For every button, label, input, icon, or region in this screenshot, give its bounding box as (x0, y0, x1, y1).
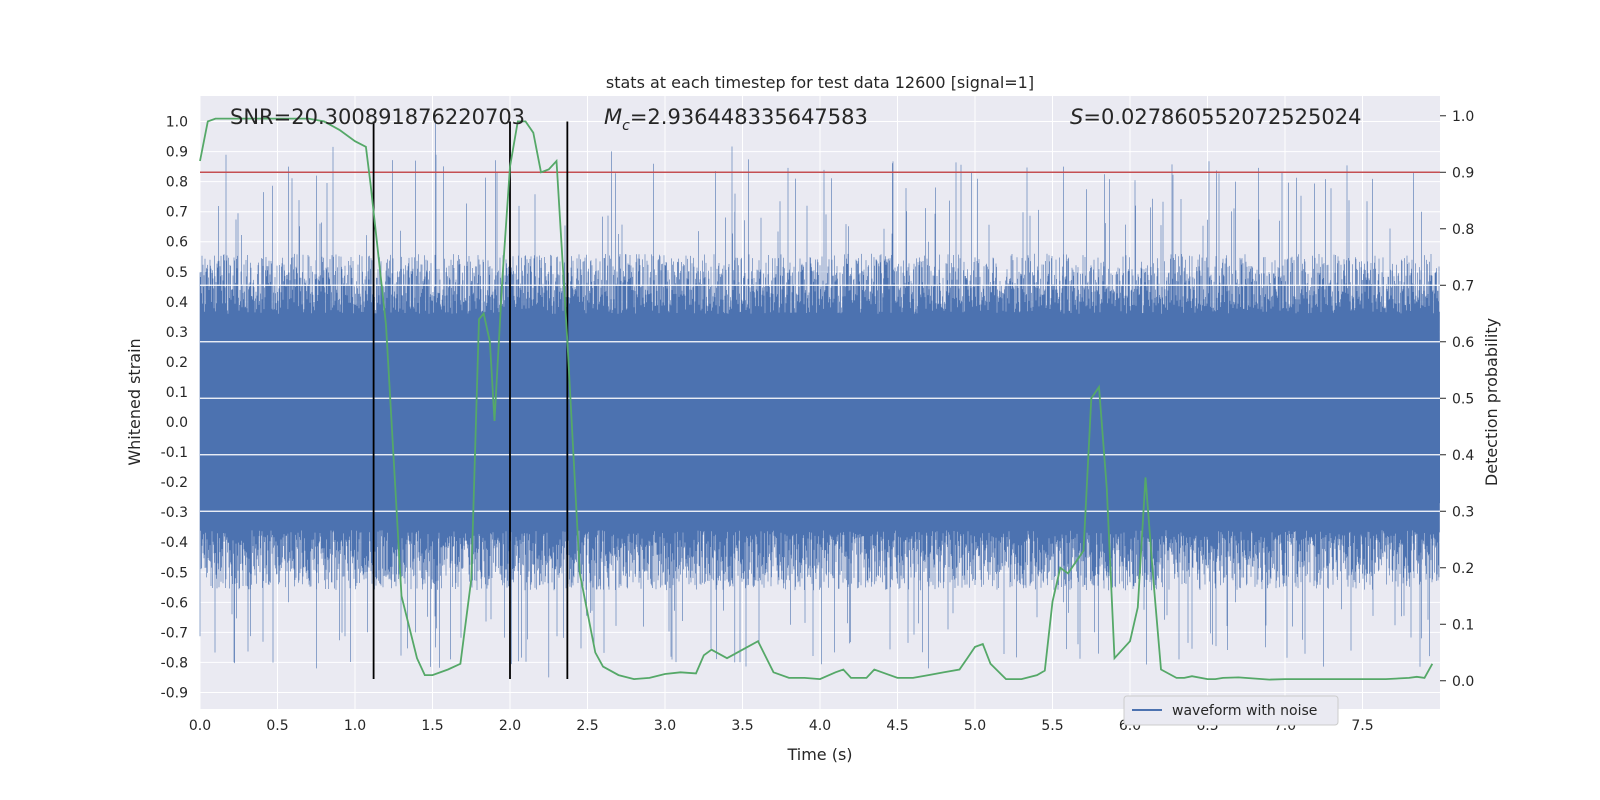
x-ticks: 0.0 0.5 1.0 1.5 2.0 2.5 3.0 3.5 4.0 4.5 5.0 5.5 6.0 6… (189, 718, 1374, 734)
x-tick-label: 3.5 (731, 718, 753, 734)
y-right-tick-label: 0.9 (1452, 165, 1474, 181)
y-left-tick-label: -0.7 (161, 625, 188, 641)
y-left-tick-label: 0.3 (166, 325, 188, 341)
y-right-tick-label: 0.8 (1452, 222, 1474, 238)
y-left-tick-label: 0.2 (166, 355, 188, 371)
chirp-mass-symbol: M (604, 105, 622, 129)
y-left-tick-label: 0.8 (166, 175, 188, 191)
legend-box (1123, 695, 1339, 726)
y-left-tick-label: -0.6 (161, 595, 188, 611)
chirp-mass-annotation: Mc=2.936448335647583 (604, 105, 868, 134)
y-left-tick-label: 1.0 (166, 115, 188, 131)
x-tick-label: 2.0 (499, 718, 521, 734)
y-axis-left-label: Whitened strain (125, 338, 144, 465)
y-left-tick-label: 0.9 (166, 145, 188, 161)
y-left-tick-label: 0.5 (166, 265, 188, 281)
y-left-tick-label: -0.4 (161, 535, 188, 551)
s-symbol: S (1070, 105, 1083, 129)
y-right-tick-label: 0.6 (1452, 335, 1474, 351)
x-tick-label: 0.5 (266, 718, 288, 734)
y-left-ticks: 1.0 0.9 0.8 0.7 0.6 0.5 0.4 0.3 0.2 0.1 0.0 -0.1 -0.… (161, 115, 188, 702)
y-left-tick-label: 0.7 (166, 205, 188, 221)
x-tick-label: 0.0 (189, 718, 211, 734)
y-right-tick-label: 0.3 (1452, 504, 1474, 520)
probability-series (199, 117, 1434, 681)
y-right-tick-label: 0.2 (1452, 561, 1474, 577)
horizontal-lines (200, 284, 1440, 512)
legend-label: waveform with noise (1172, 703, 1317, 719)
y-right-ticks: 1.0 0.9 0.8 0.7 0.6 0.5 0.4 0.3 0.2 0.1 0.0 (1440, 109, 1474, 690)
y-left-tick-label: -0.1 (161, 445, 188, 461)
x-axis-label: Time (s) (786, 745, 852, 764)
y-left-tick-label: -0.2 (161, 475, 188, 491)
chirp-mass-value: =2.936448335647583 (630, 105, 868, 129)
x-tick-label: 5.0 (964, 718, 986, 734)
y-axis-right-label: Detection probability (1482, 318, 1501, 486)
snr-annotation: SNR=20.300891876220703 (230, 105, 525, 129)
y-left-tick-label: 0.6 (166, 235, 188, 251)
x-tick-label: 4.5 (886, 718, 908, 734)
x-tick-label: 7.5 (1351, 718, 1373, 734)
x-tick-label: 3.0 (654, 718, 676, 734)
waveform-series (199, 121, 1440, 678)
x-tick-label: 2.5 (576, 718, 598, 734)
x-tick-label: 5.5 (1041, 718, 1063, 734)
y-right-tick-label: 0.0 (1452, 674, 1474, 690)
x-tick-label: 1.5 (421, 718, 443, 734)
x-tick-label: 4.0 (809, 718, 831, 734)
y-left-tick-label: -0.9 (161, 685, 188, 701)
s-annotation: S=0.027860552072525024 (1070, 105, 1361, 129)
y-left-tick-label: -0.5 (161, 565, 188, 581)
s-value: =0.027860552072525024 (1083, 105, 1361, 129)
y-right-tick-label: 0.7 (1452, 278, 1474, 294)
y-right-tick-label: 1.0 (1452, 109, 1474, 125)
y-right-tick-label: 0.1 (1452, 617, 1474, 633)
y-left-tick-label: -0.3 (161, 505, 188, 521)
y-left-tick-label: 0.1 (166, 385, 188, 401)
probability-line (199, 117, 1434, 681)
legend: waveform with noise (1123, 695, 1339, 726)
y-left-tick-label: 0.0 (166, 415, 188, 431)
y-left-tick-label: -0.8 (161, 655, 188, 671)
chart-title: stats at each timestep for test data 126… (606, 73, 1034, 92)
x-tick-label: 1.0 (344, 718, 366, 734)
y-right-tick-label: 0.4 (1452, 448, 1474, 464)
y-left-tick-label: 0.4 (166, 295, 188, 311)
chirp-mass-subscript: c (622, 118, 630, 134)
y-right-tick-label: 0.5 (1452, 391, 1474, 407)
